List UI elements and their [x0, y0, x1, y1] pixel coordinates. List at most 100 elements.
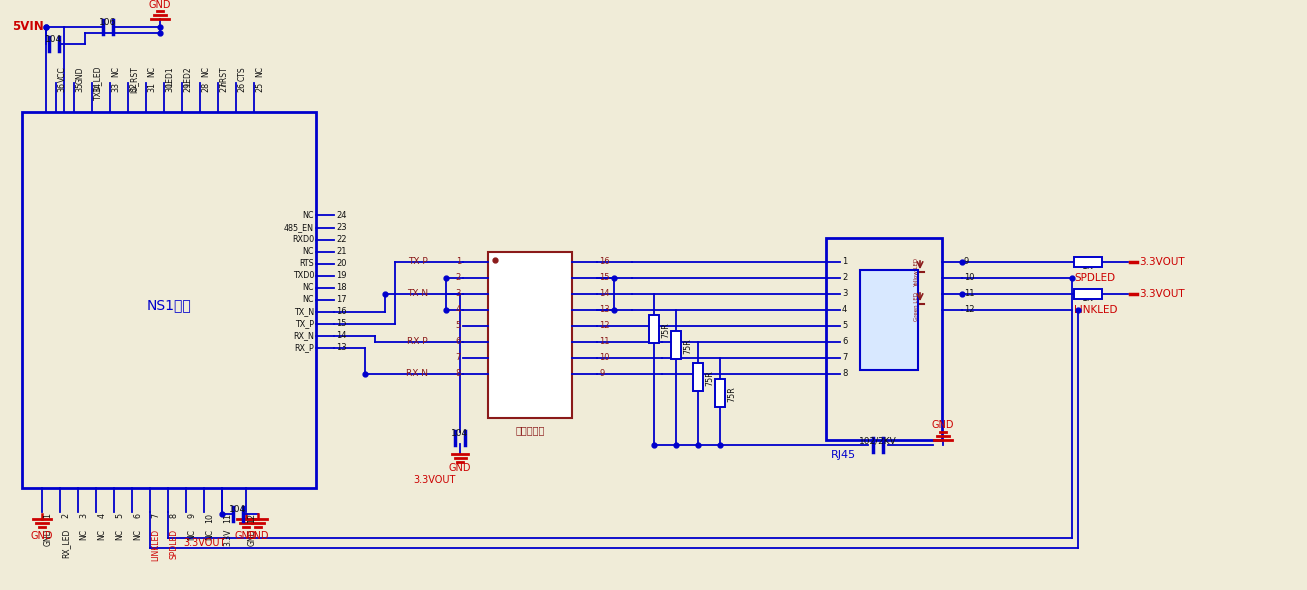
Text: 104: 104 — [230, 505, 247, 514]
Text: 28: 28 — [201, 82, 210, 92]
Text: NS1模组: NS1模组 — [146, 298, 191, 312]
Text: 10: 10 — [205, 513, 214, 523]
Text: 6: 6 — [456, 337, 461, 346]
Text: 34: 34 — [94, 82, 102, 92]
Text: IO_RST: IO_RST — [129, 66, 139, 93]
Text: LINKLED: LINKLED — [152, 529, 161, 561]
Text: 10: 10 — [965, 274, 975, 283]
Text: LINKLED: LINKLED — [1074, 305, 1117, 315]
Text: 23: 23 — [336, 224, 346, 232]
Text: 1: 1 — [842, 257, 847, 267]
Text: LED1: LED1 — [166, 66, 175, 86]
Text: 75R: 75R — [704, 370, 714, 386]
Text: GND: GND — [76, 66, 85, 84]
Text: 4: 4 — [456, 306, 461, 314]
Text: 3.3VOUT: 3.3VOUT — [1138, 289, 1184, 299]
Text: TXD_LED: TXD_LED — [94, 66, 102, 100]
Text: 104: 104 — [46, 35, 63, 44]
Text: GND: GND — [43, 529, 52, 546]
Text: NC: NC — [187, 529, 196, 540]
Text: 2: 2 — [61, 513, 71, 518]
Text: 13: 13 — [336, 343, 346, 352]
Text: 106: 106 — [99, 18, 116, 27]
Text: Green LED: Green LED — [915, 292, 920, 321]
Text: SPDLED: SPDLED — [1074, 273, 1115, 283]
Text: 75R: 75R — [684, 338, 691, 354]
Text: 12: 12 — [965, 306, 975, 314]
Text: GND: GND — [247, 529, 256, 546]
Text: GND: GND — [932, 420, 954, 430]
Text: 6: 6 — [133, 513, 142, 518]
Text: 4: 4 — [842, 306, 847, 314]
Text: RTS: RTS — [299, 260, 314, 268]
Text: 5: 5 — [115, 513, 124, 518]
Bar — [715, 379, 725, 407]
Text: TXD0: TXD0 — [293, 271, 314, 280]
Text: 1K: 1K — [1082, 294, 1094, 303]
Text: 6: 6 — [842, 337, 847, 346]
Text: 15: 15 — [336, 320, 346, 329]
Text: TX_N: TX_N — [294, 307, 314, 316]
Bar — [650, 315, 659, 343]
Text: 24: 24 — [336, 211, 346, 219]
Text: 9: 9 — [187, 513, 196, 518]
Text: 3: 3 — [842, 290, 847, 299]
Text: TX_P: TX_P — [295, 320, 314, 329]
Text: 102/2KV: 102/2KV — [859, 436, 897, 445]
Text: 11: 11 — [223, 513, 233, 523]
Text: NC: NC — [98, 529, 106, 540]
Bar — [670, 331, 681, 359]
Text: 11: 11 — [599, 337, 609, 346]
Text: 20: 20 — [336, 260, 346, 268]
Bar — [1074, 257, 1102, 267]
Text: GND: GND — [149, 0, 171, 10]
Text: 21: 21 — [336, 247, 346, 257]
Text: 19: 19 — [336, 271, 346, 280]
Text: 14: 14 — [599, 290, 609, 299]
Text: 10: 10 — [599, 353, 609, 362]
Text: nRST: nRST — [220, 66, 229, 86]
Text: 7: 7 — [152, 513, 161, 518]
Text: NC: NC — [111, 66, 120, 77]
Text: 3.3VOUT: 3.3VOUT — [414, 475, 456, 485]
Text: CTS: CTS — [238, 66, 247, 81]
Text: 9: 9 — [965, 257, 970, 267]
Text: 1K: 1K — [1082, 262, 1094, 271]
Text: RX_N: RX_N — [293, 332, 314, 340]
Text: NC: NC — [80, 529, 89, 540]
Text: 12: 12 — [247, 513, 256, 523]
Text: 13: 13 — [599, 306, 609, 314]
Text: NC: NC — [148, 66, 157, 77]
Text: 网络变压器: 网络变压器 — [515, 425, 545, 435]
Text: NC: NC — [302, 211, 314, 219]
Text: 3: 3 — [80, 513, 89, 518]
Text: 3.3V: 3.3V — [223, 529, 233, 546]
Text: 104: 104 — [451, 429, 469, 438]
Text: NC: NC — [302, 284, 314, 293]
Text: 7: 7 — [456, 353, 461, 362]
Text: RX P: RX P — [408, 337, 427, 346]
Text: 15: 15 — [599, 274, 609, 283]
Text: Yellow LED: Yellow LED — [915, 258, 920, 287]
Text: 36: 36 — [58, 82, 67, 92]
Text: 33: 33 — [111, 82, 120, 92]
Text: RXD0: RXD0 — [291, 235, 314, 244]
Bar — [860, 270, 918, 370]
Text: GND: GND — [448, 463, 472, 473]
Text: 29: 29 — [183, 82, 192, 92]
Text: RX N: RX N — [406, 369, 427, 379]
Text: 7: 7 — [842, 353, 847, 362]
Text: 12: 12 — [599, 322, 609, 330]
Text: 32: 32 — [129, 82, 139, 92]
Text: 75R: 75R — [661, 322, 670, 338]
Text: RX_LED: RX_LED — [61, 529, 71, 558]
Bar — [826, 238, 942, 440]
Text: 75R: 75R — [727, 386, 736, 402]
Text: 31: 31 — [148, 82, 157, 92]
Text: 35: 35 — [76, 82, 85, 92]
Bar — [22, 112, 316, 488]
Text: 16: 16 — [599, 257, 609, 267]
Text: 8: 8 — [842, 369, 847, 379]
Text: 3.3VOUT: 3.3VOUT — [1138, 257, 1184, 267]
Text: 8: 8 — [170, 513, 179, 518]
